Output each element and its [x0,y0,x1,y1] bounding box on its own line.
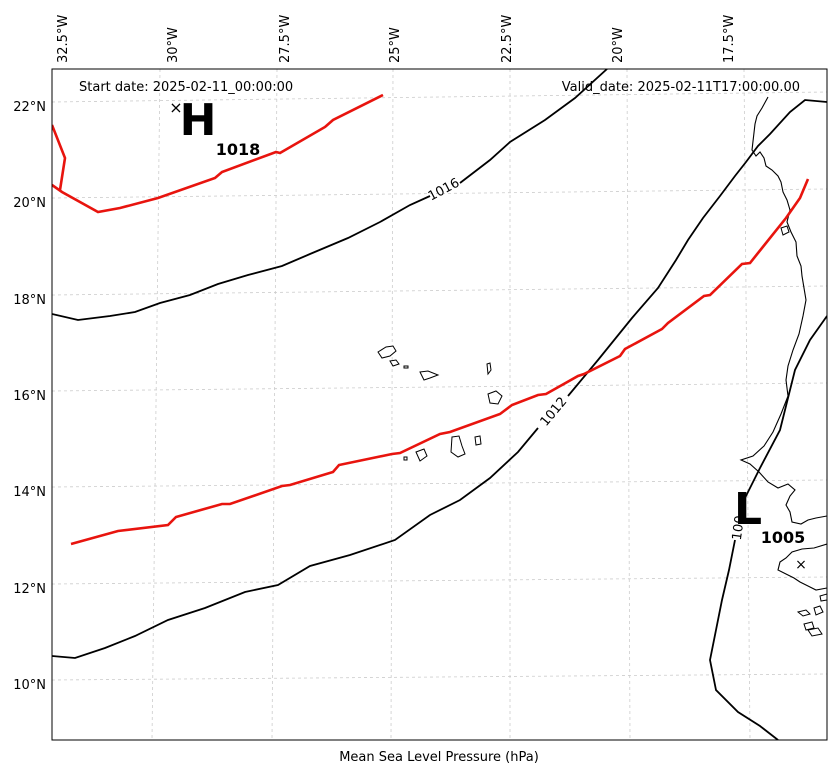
island-santiago [450,435,466,458]
island-bijagos-5 [819,593,827,602]
high-pressure-center: × H 1018 [169,95,260,159]
lon-label-32-5w: 32.5°W [56,15,71,63]
lat-label-12n: 12°N [13,582,46,597]
lat-tick-labels: 22°N 20°N 18°N 16°N 14°N 12°N 10°N [13,100,46,693]
front-line-southern [70,178,810,546]
island-arguin [780,225,790,236]
grid-line-lon-27-5 [271,69,278,740]
high-center-letter: H [180,95,217,146]
island-fogo [415,448,428,462]
coastline [739,96,827,637]
lat-label-16n: 16°N [13,389,46,404]
grid-line-lat-14 [52,479,827,488]
lon-label-20w: 20°W [611,27,626,63]
isobar-1008 [709,315,827,740]
island-bijagos-4 [807,627,823,637]
isobars [52,69,827,740]
front-line-northwest [52,93,384,214]
island-bijagos-1 [796,609,811,617]
island-sal [486,362,492,376]
coastline-mauritania-senegal [739,96,827,525]
low-center-letter: L [734,484,762,535]
grid-line-lon-17-5 [743,69,751,740]
lat-label-10n: 10°N [13,678,46,693]
island-sao-nicolau [419,370,440,381]
grid-line-lat-12 [52,576,827,585]
grid-line-lon-20 [626,69,631,740]
lat-label-18n: 18°N [13,293,46,308]
isobar-1016 [52,69,608,321]
grid-line-lon-25 [390,69,394,740]
valid-date-label: Valid_date: 2025-02-11T17:00:00.00 [562,80,800,95]
island-bijagos-3 [803,621,815,631]
coastline-guinea-bissau [777,543,827,591]
isobar-label-1008: 100 [730,515,748,542]
low-center-marker: × [795,557,807,573]
lat-label-22n: 22°N [13,100,46,115]
cape-verde-islands [377,345,503,462]
lon-label-30w: 30°W [166,27,181,63]
island-maio [474,435,482,446]
low-pressure-center: L 1005 × [734,484,807,573]
low-center-value: 1005 [761,528,806,547]
island-brava [403,456,408,461]
lon-label-27-5w: 27.5°W [278,15,293,63]
map-caption: Mean Sea Level Pressure (hPa) [339,750,539,765]
island-boa-vista [487,390,503,405]
high-center-marker: × [169,98,182,117]
lon-label-17-5w: 17.5°W [722,15,737,63]
lon-tick-labels: 32.5°W 30°W 27.5°W 25°W 22.5°W 20°W 17.5… [56,15,737,63]
island-bijagos-2 [813,605,824,616]
grid-line-lon-30 [151,69,161,740]
lat-label-20n: 20°N [13,196,46,211]
grid-line-lat-16 [52,382,827,392]
isobar-label-1012: 1012 [538,395,571,430]
lon-label-25w: 25°W [388,27,403,63]
high-center-value: 1018 [216,140,261,159]
isobar-1012 [52,99,827,659]
lat-label-14n: 14°N [13,485,46,500]
map-frame [51,68,828,741]
isobar-label-1016: 1016 [426,176,462,205]
island-santa-luzia [403,365,409,369]
grid-line-lat-10 [52,673,827,681]
fronts [52,93,810,546]
lon-label-22-5w: 22.5°W [500,15,515,63]
island-sao-vicente [389,359,400,367]
start-date-label: Start date: 2025-02-11_00:00:00 [79,80,293,95]
graticule [52,69,827,740]
island-santo-antao [377,345,397,359]
